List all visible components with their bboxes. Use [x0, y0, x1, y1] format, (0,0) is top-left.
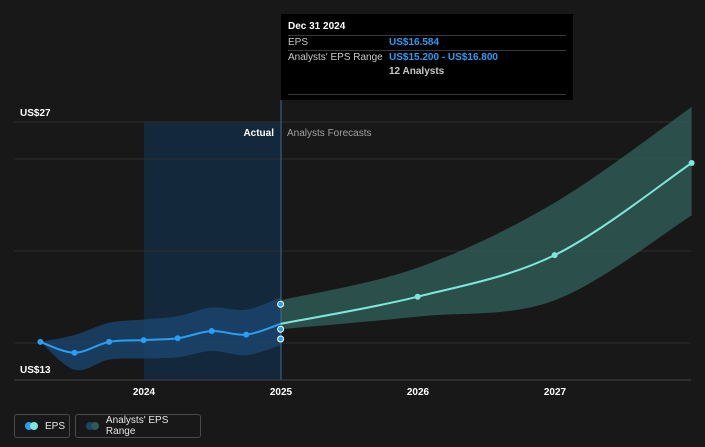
y-min-label: US$13 — [20, 365, 51, 376]
past-range-band — [40, 297, 281, 371]
legend-eps-label: EPS — [45, 420, 66, 432]
x-tick-label: 2026 — [407, 387, 430, 398]
tooltip-divider — [288, 50, 566, 51]
eps-legend-icon — [25, 422, 39, 430]
highlight-point — [277, 300, 285, 308]
forecast-range-band — [280, 106, 692, 330]
x-axis-ticks: 2024 2025 2026 2027 — [133, 387, 567, 398]
legend-range-label: Analysts' EPS Range — [105, 415, 169, 437]
tooltip-range-label: Analysts' EPS Range — [288, 52, 383, 63]
tooltip-divider — [288, 94, 566, 95]
eps-point — [37, 338, 44, 345]
eps-point — [71, 349, 78, 356]
eps-point — [174, 335, 181, 342]
actual-label: Actual — [243, 128, 274, 139]
eps-forecast-line — [280, 162, 693, 325]
forecast-point — [414, 293, 421, 300]
tooltip-analysts: 12 Analysts — [389, 66, 445, 77]
legend-eps-range[interactable]: Analysts' EPS Range — [75, 414, 201, 438]
highlight-point — [277, 325, 285, 333]
y-max-label: US$27 — [20, 108, 51, 119]
x-tick-label: 2027 — [544, 387, 567, 398]
series-points — [37, 159, 695, 356]
range-legend-icon — [86, 422, 100, 430]
range-bands — [40, 106, 692, 371]
forecast-point — [551, 252, 558, 259]
x-tick-label: 2025 — [270, 387, 293, 398]
eps-point — [208, 328, 215, 335]
tooltip-divider — [288, 35, 566, 36]
tooltip-eps-value: US$16.584 — [389, 37, 440, 48]
highlight-point — [277, 335, 285, 343]
eps-point — [243, 331, 250, 338]
tooltip: Dec 31 2024 EPS US$16.584 Analysts' EPS … — [281, 14, 573, 100]
tooltip-range-value: US$15.200 - US$16.800 — [389, 52, 498, 63]
eps-point — [106, 338, 113, 345]
eps-point — [140, 337, 147, 344]
x-tick-label: 2024 — [133, 387, 156, 398]
forecast-label: Analysts Forecasts — [287, 128, 371, 139]
tooltip-date: Dec 31 2024 — [288, 21, 346, 32]
legend-eps[interactable]: EPS — [14, 414, 70, 438]
forecast-point — [688, 159, 695, 166]
tooltip-eps-label: EPS — [288, 37, 309, 48]
